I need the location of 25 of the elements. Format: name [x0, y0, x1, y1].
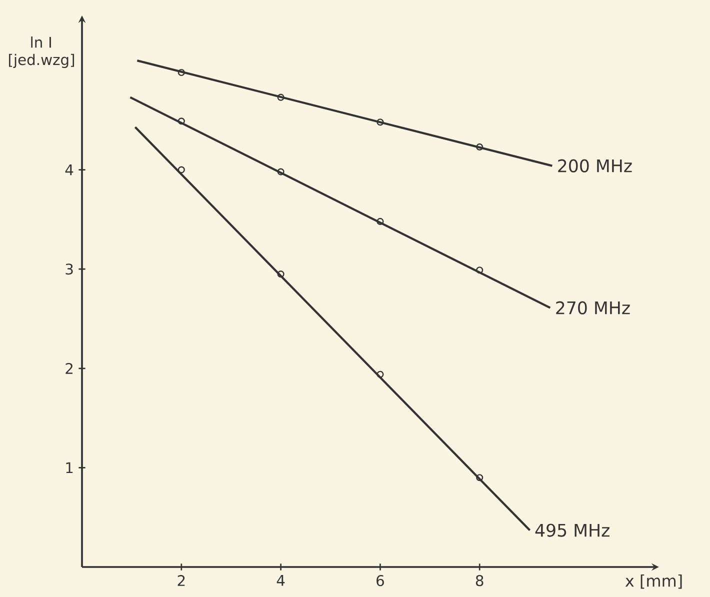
point — [178, 68, 185, 76]
x-tick-label: 6 — [376, 575, 384, 586]
point — [277, 270, 284, 278]
point — [277, 94, 284, 101]
point — [376, 370, 384, 378]
point — [178, 166, 185, 174]
y-tick-label: 2 — [66, 362, 72, 374]
y-axis-title: ln I [jed.wzg] — [9, 36, 74, 68]
y-tick-label: 3 — [66, 264, 73, 275]
x-tick-label: 4 — [276, 575, 285, 586]
series-label: 200 MHz — [558, 159, 632, 172]
point — [376, 118, 384, 126]
point — [476, 143, 484, 150]
x-tick-label: 8 — [476, 575, 484, 586]
y-tick-label: 4 — [65, 164, 74, 176]
point — [476, 474, 484, 482]
y-tick-label: 1 — [66, 462, 73, 474]
point — [376, 218, 384, 225]
point — [178, 118, 185, 125]
point — [277, 168, 284, 176]
x-axis-title: x [mm] — [625, 574, 682, 589]
x-tick-label: 2 — [178, 575, 185, 586]
series-label: 495 MHz — [535, 524, 610, 537]
point — [476, 266, 484, 274]
series-label: 270 MHz — [556, 301, 630, 314]
